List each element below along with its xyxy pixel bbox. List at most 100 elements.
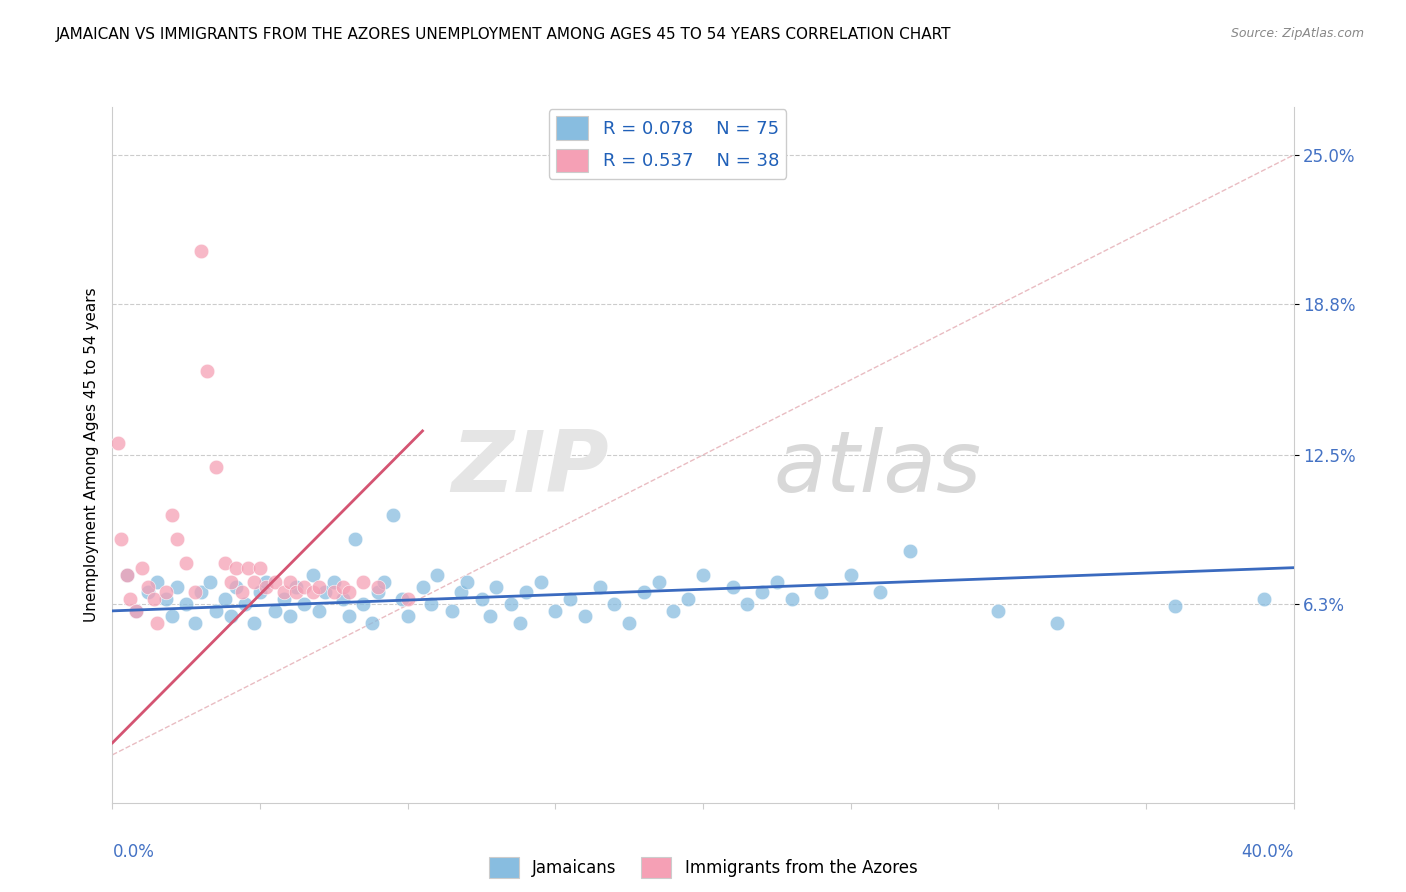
Point [278, 608, 301, 623]
Point [264, 575, 287, 590]
Point [155, 584, 177, 599]
Point [588, 580, 610, 594]
Text: ZIP: ZIP [451, 427, 609, 510]
Text: JAMAICAN VS IMMIGRANTS FROM THE AZORES UNEMPLOYMENT AMONG AGES 45 TO 54 YEARS CO: JAMAICAN VS IMMIGRANTS FROM THE AZORES U… [56, 27, 952, 42]
Point [308, 580, 330, 594]
Point [302, 584, 325, 599]
Point [396, 608, 419, 623]
Text: 0.0%: 0.0% [112, 843, 155, 861]
Point [323, 584, 346, 599]
Point [284, 584, 307, 599]
Point [278, 575, 301, 590]
Point [174, 556, 197, 570]
Point [766, 575, 789, 590]
Point [195, 364, 218, 378]
Point [382, 508, 405, 522]
Point [190, 584, 212, 599]
Point [160, 608, 183, 623]
Point [869, 584, 891, 599]
Point [292, 580, 315, 594]
Point [284, 580, 307, 594]
Point [479, 608, 502, 623]
Point [117, 567, 138, 582]
Point [117, 567, 138, 582]
Point [456, 575, 478, 590]
Point [219, 608, 242, 623]
Point [219, 575, 242, 590]
Point [1164, 599, 1187, 613]
Point [160, 508, 183, 522]
Point [131, 560, 153, 574]
Point [249, 584, 271, 599]
Point [558, 591, 582, 606]
Point [529, 575, 551, 590]
Point [619, 615, 641, 630]
Point [225, 560, 247, 574]
Point [678, 591, 700, 606]
Point [231, 584, 253, 599]
Point [166, 580, 188, 594]
Point [146, 615, 169, 630]
Point [441, 604, 464, 618]
Point [136, 584, 159, 599]
Point [323, 575, 346, 590]
Point [243, 575, 266, 590]
Point [647, 575, 671, 590]
Point [107, 436, 129, 450]
Point [214, 591, 236, 606]
Point [692, 567, 714, 582]
Point [214, 556, 236, 570]
Point [721, 580, 744, 594]
Point [142, 591, 165, 606]
Point [737, 597, 759, 611]
Point [184, 615, 207, 630]
Text: 40.0%: 40.0% [1241, 843, 1294, 861]
Point [810, 584, 832, 599]
Point [396, 591, 419, 606]
Point [238, 560, 260, 574]
Point [184, 584, 207, 599]
Point [1046, 615, 1069, 630]
Point [780, 591, 803, 606]
Point [205, 459, 228, 474]
Point [839, 567, 862, 582]
Point [249, 560, 271, 574]
Point [314, 584, 336, 599]
Point [146, 575, 169, 590]
Point [125, 604, 148, 618]
Point [337, 584, 360, 599]
Point [205, 604, 228, 618]
Point [332, 580, 354, 594]
Point [136, 580, 159, 594]
Point [373, 575, 395, 590]
Point [337, 608, 360, 623]
Point [751, 584, 773, 599]
Point [292, 597, 315, 611]
Point [411, 580, 433, 594]
Point [662, 604, 685, 618]
Point [166, 532, 188, 546]
Point [243, 615, 266, 630]
Point [544, 604, 567, 618]
Point [190, 244, 212, 258]
Point [155, 591, 177, 606]
Point [308, 604, 330, 618]
Text: atlas: atlas [773, 427, 981, 510]
Point [254, 575, 277, 590]
Point [391, 591, 413, 606]
Point [898, 544, 921, 558]
Point [1253, 591, 1275, 606]
Y-axis label: Unemployment Among Ages 45 to 54 years: Unemployment Among Ages 45 to 54 years [83, 287, 98, 623]
Text: Source: ZipAtlas.com: Source: ZipAtlas.com [1230, 27, 1364, 40]
Point [426, 567, 449, 582]
Point [110, 532, 132, 546]
Point [367, 584, 389, 599]
Point [225, 580, 247, 594]
Point [254, 580, 277, 594]
Point [367, 580, 389, 594]
Point [515, 584, 537, 599]
Point [343, 532, 366, 546]
Point [361, 615, 384, 630]
Point [233, 597, 256, 611]
Point [264, 604, 287, 618]
